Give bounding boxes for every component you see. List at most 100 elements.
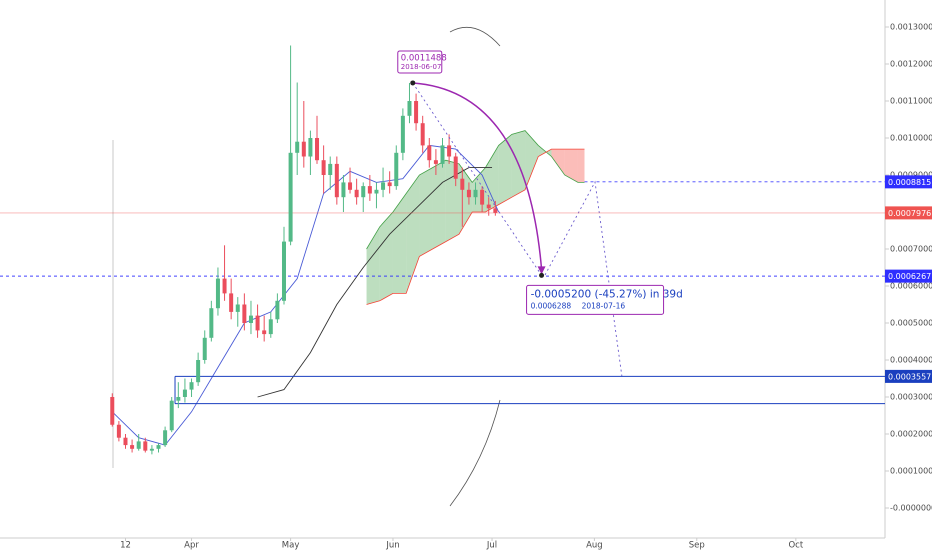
cloud-segment [564, 149, 578, 183]
measure-box [526, 284, 665, 315]
x-tick-label: May [282, 541, 300, 550]
candle-body [229, 293, 234, 312]
candle-body [447, 145, 452, 157]
peak-date: 2018-06-07 [401, 63, 442, 71]
cloud-span [366, 130, 585, 250]
candle-body [196, 359, 201, 383]
cloud-segment [525, 130, 539, 190]
candle-body [222, 278, 227, 294]
candle-body [248, 315, 253, 323]
candle-body [440, 145, 445, 164]
candle-body [374, 189, 379, 194]
price-label-bg [885, 206, 932, 220]
measure-date: 2018-07-16 [582, 301, 626, 310]
candle-body [116, 424, 121, 438]
candle-body [242, 304, 247, 323]
x-tick-label: Jul [486, 541, 497, 550]
cloud-segment [551, 149, 565, 176]
x-tick-label: 12 [120, 541, 131, 550]
x-tick-label: Aug [586, 541, 603, 550]
cloud-segment [498, 134, 512, 205]
candle-body [400, 115, 405, 153]
candle-body [354, 189, 359, 198]
candle-body [460, 178, 465, 190]
candle-body [281, 241, 286, 301]
x-tick-label: Sep [689, 541, 705, 550]
x-tick-label: Apr [184, 541, 199, 550]
price-label: 0.0007976 [888, 209, 931, 218]
candle-body [321, 160, 326, 176]
candle-body [295, 141, 300, 153]
x-tick-label: Oct [788, 541, 803, 550]
x-tick-label: Jun [385, 541, 399, 550]
peak-point [410, 80, 416, 86]
cloud-span [366, 148, 585, 305]
measure-headline: -0.0005200 (-45.27%) in 39d [531, 288, 683, 300]
candle-body [262, 330, 267, 335]
candle-body [110, 396, 115, 425]
candle-body [328, 163, 333, 176]
candle-body [453, 156, 458, 179]
candle-body [407, 101, 412, 116]
candle-body [169, 400, 174, 431]
candle-body [130, 445, 135, 449]
candle-body [473, 189, 478, 198]
candle-body [361, 186, 366, 198]
y-tick-label: 0.0001000 [890, 466, 932, 475]
candle-body [427, 145, 432, 161]
candle-body [394, 152, 399, 187]
candle-body [367, 186, 372, 194]
price-label: 0.0006267 [888, 272, 931, 281]
candle-body [189, 382, 194, 390]
candle-body [348, 182, 353, 190]
cloud-segment [379, 212, 393, 301]
candle-body [420, 123, 425, 146]
box-price-label-bg [885, 369, 932, 383]
y-tick-label: 0.0007000 [890, 245, 932, 254]
candle-body [215, 278, 220, 309]
y-tick-label: 0.0005000 [890, 318, 932, 327]
candle-body [149, 448, 154, 451]
cloud-segment [419, 167, 433, 257]
candle-body [156, 445, 161, 449]
y-tick-label: 0.0009000 [890, 171, 932, 180]
cloud-segment [366, 226, 380, 305]
candle-body [466, 189, 471, 198]
cloud-segment [432, 160, 446, 250]
target-point [539, 272, 545, 278]
candle-body [480, 189, 485, 205]
drawing-arc [449, 27, 501, 47]
projection-line [412, 82, 542, 276]
y-tick-label: 0.0004000 [890, 355, 932, 364]
candle-body [209, 308, 214, 338]
candle-body [275, 300, 280, 320]
candle-body [268, 319, 273, 335]
y-tick-label: 0.0013000 [890, 23, 932, 32]
box-price-label: 0.0003557 [888, 372, 931, 381]
candle-body [493, 208, 498, 213]
candle-body [235, 304, 240, 312]
y-tick-label: 0.0002000 [890, 429, 932, 438]
y-tick-label: -0.0000000 [890, 503, 932, 512]
candle-body [334, 163, 339, 198]
candle-body [315, 138, 320, 161]
price-label-bg [885, 175, 932, 189]
candle-body [176, 396, 181, 401]
peak-callout [397, 50, 443, 74]
candle-body [255, 315, 260, 331]
peak-price: 0.0011488 [401, 53, 447, 63]
candle-body [381, 182, 386, 190]
price-label-bg [885, 269, 932, 283]
y-tick-label: 0.0006000 [890, 282, 932, 291]
y-tick-label: 0.0010000 [890, 134, 932, 143]
candle-body [136, 441, 141, 449]
candle-body [143, 441, 148, 451]
candle-body [341, 182, 346, 198]
candle-body [202, 337, 207, 360]
cloud-segment [392, 193, 407, 294]
candle-body [414, 101, 419, 124]
cloud-segment [406, 175, 420, 294]
drawing-arc [449, 399, 501, 507]
candle-body [387, 182, 392, 187]
